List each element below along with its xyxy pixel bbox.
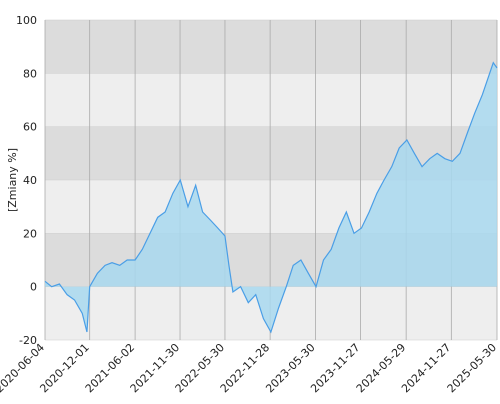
y-tick-label: 40 bbox=[23, 174, 37, 187]
y-tick-label: 0 bbox=[30, 281, 37, 294]
y-axis-label: [Zmiany %] bbox=[6, 148, 19, 212]
grid-band bbox=[45, 20, 497, 74]
x-tick-label: 2025-05-30 bbox=[445, 341, 499, 395]
y-tick-label: 80 bbox=[23, 67, 37, 80]
area-fill bbox=[45, 62, 497, 333]
line bbox=[44, 61, 498, 334]
grid-band bbox=[45, 73, 497, 127]
y-tick-label: 100 bbox=[16, 14, 37, 27]
y-tick-label: 20 bbox=[23, 227, 37, 240]
y-tick-label: 60 bbox=[23, 121, 37, 134]
y-tick-label: -20 bbox=[19, 334, 37, 347]
